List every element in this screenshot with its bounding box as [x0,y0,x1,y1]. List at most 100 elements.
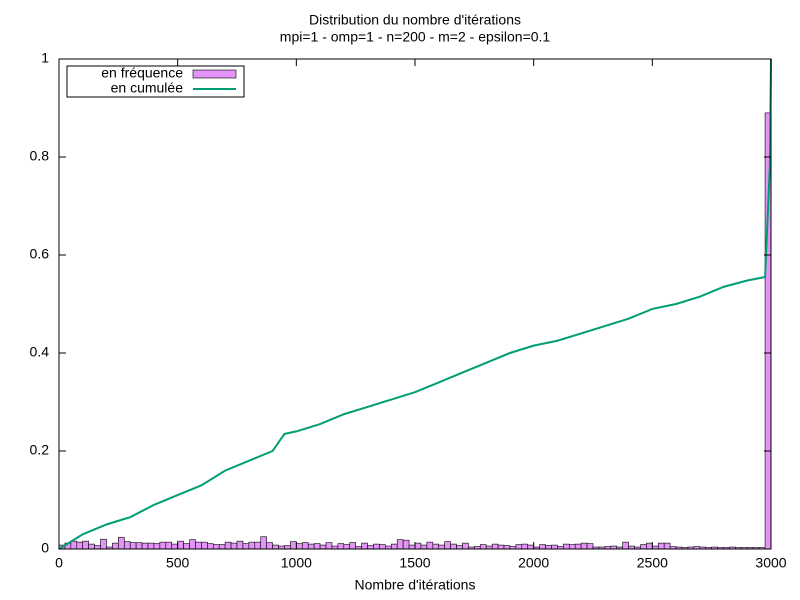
y-tick-label: 1 [41,50,49,66]
histogram-bar [189,539,196,550]
histogram-bar [260,536,267,550]
histogram-bar [432,543,440,550]
histogram-bar [539,544,546,550]
histogram-bar [527,544,534,550]
histogram-bar [379,544,386,550]
histogram-bar [319,544,327,550]
histogram-bar [254,541,262,550]
histogram-bar [390,543,398,550]
histogram-bar [272,544,279,550]
histogram-bar [663,542,671,550]
chart-title: Distribution du nombre d'itérations [309,12,521,28]
histogram-bar [545,545,552,550]
histogram-bar [301,542,309,550]
histogram-bar [218,544,226,550]
histogram-bar [640,544,647,550]
legend-label: en cumulée [111,80,184,96]
histogram-bar [290,541,297,550]
x-tick-label: 1000 [281,555,312,571]
histogram-bar [456,545,463,550]
histogram-bar [373,543,380,550]
histogram-bar [657,542,665,550]
x-tick-label: 3000 [755,555,786,571]
x-tick-label: 0 [55,555,63,571]
histogram-bar [112,542,119,550]
histogram-bar [349,542,356,550]
y-tick-label: 0.4 [30,344,50,360]
histogram-bar [147,542,155,550]
histogram-bar [70,540,78,550]
histogram-bar [438,544,445,550]
x-tick-label: 2000 [518,555,549,571]
histogram-bar [420,544,428,550]
histogram-bar [129,542,137,550]
histogram-bar [551,544,558,550]
histogram-bar [325,542,333,550]
histogram-bar [503,545,511,550]
histogram-bar [568,544,576,550]
histogram-bar [563,543,570,550]
histogram-bar [521,543,529,550]
histogram-bar [622,541,629,550]
histogram-bar [123,541,131,550]
histogram-bar [296,543,303,550]
histogram-bar [82,540,89,550]
y-tick-label: 0.8 [30,148,50,164]
histogram-bar [207,543,214,550]
histogram-bar [491,543,499,550]
y-tick-label: 0.2 [30,442,50,458]
histogram-bar [402,539,410,550]
histogram-bar [408,544,416,550]
histogram-bar [159,541,167,550]
y-tick-label: 0.6 [30,246,50,262]
histogram-bar [118,536,125,550]
legend-swatch [192,69,237,79]
histogram-bar [367,545,374,550]
histogram-bar [266,542,273,550]
histogram-bar [479,544,487,550]
histogram-bar [574,543,582,550]
histogram-bar [236,540,244,550]
histogram-bar [313,543,321,550]
histogram-bar [230,542,238,550]
histogram-bar [183,543,190,550]
histogram-bar [94,545,101,550]
histogram-bar [141,542,149,550]
histogram-bar [177,540,184,550]
histogram-bar [153,543,161,550]
histogram-bar [212,544,220,550]
histogram-bar [497,544,505,550]
histogram-bar [284,545,291,550]
histogram-bar [100,538,107,550]
histogram-bar [462,542,469,550]
histogram-bar [76,541,84,550]
histogram-bar [248,541,256,550]
histogram-bar [165,541,173,550]
histogram-bar [444,541,451,550]
legend-label: en fréquence [101,65,183,81]
histogram-bar [396,539,404,550]
histogram-bar [307,543,315,550]
histogram-bar [580,542,588,550]
histogram-bar [450,543,457,550]
histogram-bar [224,541,232,550]
x-tick-label: 500 [166,555,190,571]
histogram-bar [171,543,178,550]
x-tick-label: 2500 [637,555,668,571]
x-axis-label: Nombre d'itérations [355,577,476,593]
histogram-bar [201,541,208,550]
cumulative-line [58,58,772,550]
histogram-bar [88,543,95,550]
histogram-bar [337,543,345,550]
histogram-bar [135,542,143,550]
y-tick-label: 0 [41,540,49,556]
histogram-bar [242,543,250,550]
histogram-bar [195,541,202,550]
histogram-bar [426,541,434,550]
histogram-bar [361,542,368,550]
x-tick-label: 1500 [399,555,430,571]
histogram-bar [414,542,422,550]
histogram-bar [515,544,523,550]
